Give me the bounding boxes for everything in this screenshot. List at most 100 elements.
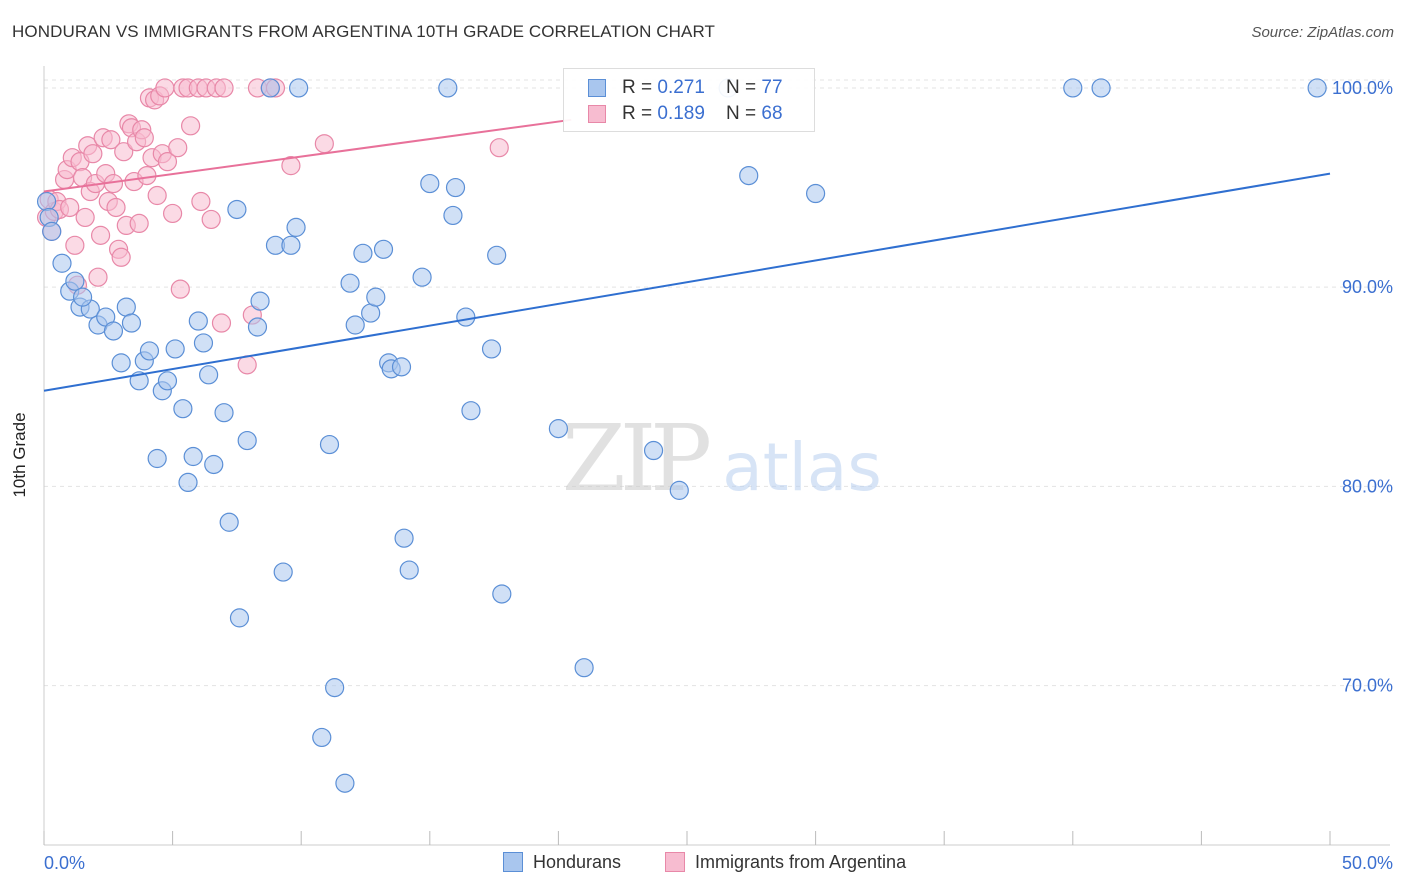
- honduran-point: [139, 341, 160, 361]
- series-hondurans-points: [36, 78, 1327, 793]
- honduran-point: [445, 177, 466, 198]
- honduran-point: [312, 727, 332, 748]
- trend-line-hondurans: [43, 172, 1331, 392]
- argentina-point: [214, 78, 234, 98]
- trend-line-argentina: [43, 118, 572, 193]
- argentina-point: [157, 152, 178, 172]
- honduran-point: [165, 339, 185, 359]
- watermark-zip: ZIP: [562, 405, 709, 512]
- honduran-point: [121, 313, 142, 333]
- argentina-point: [101, 130, 121, 150]
- legend-r-value-hondurans: 0.271: [657, 77, 705, 98]
- y-tick-label: 80.0%: [1342, 476, 1393, 496]
- honduran-point: [227, 199, 247, 220]
- honduran-point: [805, 183, 826, 204]
- honduran-point: [456, 307, 476, 327]
- honduran-point: [157, 371, 178, 391]
- argentina-point: [147, 185, 167, 206]
- honduran-point: [52, 253, 72, 273]
- honduran-point: [286, 217, 306, 237]
- honduran-point: [247, 317, 268, 337]
- honduran-point: [281, 235, 301, 255]
- legend-item-argentina: Immigrants from Argentina: [665, 852, 906, 873]
- argentina-point: [489, 138, 509, 158]
- argentina-point: [168, 138, 188, 158]
- legend-swatch-argentina: [665, 852, 685, 872]
- honduran-point: [1307, 78, 1327, 98]
- honduran-point: [178, 472, 198, 493]
- argentina-point: [129, 213, 149, 234]
- argentina-point: [114, 142, 134, 162]
- tick-labels: 70.0% 80.0% 90.0% 100.0% 0.0% 50.0%: [44, 78, 1393, 873]
- argentina-point: [134, 128, 154, 148]
- honduran-point: [229, 608, 250, 628]
- honduran-point: [340, 273, 360, 293]
- honduran-point: [548, 419, 569, 439]
- legend-label-argentina: Immigrants from Argentina: [695, 852, 907, 872]
- legend-n-label: N =: [726, 103, 762, 124]
- legend-item-hondurans: Hondurans: [503, 852, 621, 873]
- argentina-point: [83, 144, 103, 164]
- watermark-atlas: atlas: [722, 429, 882, 506]
- honduran-point: [72, 287, 93, 307]
- honduran-point: [669, 480, 689, 500]
- honduran-point: [173, 399, 193, 419]
- honduran-point: [273, 562, 293, 582]
- chart-title: HONDURAN VS IMMIGRANTS FROM ARGENTINA 10…: [12, 22, 716, 41]
- legend-n-value-hondurans: 77: [761, 77, 783, 98]
- honduran-point: [325, 678, 345, 698]
- honduran-point: [36, 191, 57, 212]
- legend-swatch-hondurans: [503, 852, 523, 872]
- legend-label-hondurans: Hondurans: [533, 852, 622, 872]
- argentina-point: [106, 197, 126, 218]
- honduran-point: [373, 239, 394, 259]
- argentina-point: [191, 191, 211, 212]
- honduran-point: [103, 321, 124, 341]
- y-tick-label: 100.0%: [1332, 78, 1393, 98]
- gridlines: [44, 79, 1390, 687]
- argentina-point: [155, 78, 175, 98]
- trend-lines: [43, 118, 1331, 392]
- axes: [43, 66, 1390, 846]
- honduran-point: [353, 243, 373, 263]
- honduran-point: [335, 773, 355, 793]
- honduran-point: [289, 78, 309, 98]
- honduran-point: [147, 448, 167, 469]
- honduran-point: [199, 365, 219, 385]
- honduran-point: [443, 205, 463, 226]
- argentina-point: [60, 197, 80, 218]
- honduran-point: [366, 287, 386, 307]
- honduran-point: [237, 430, 257, 451]
- honduran-point: [319, 434, 340, 455]
- honduran-point: [739, 165, 759, 186]
- honduran-point: [214, 403, 234, 423]
- argentina-point: [65, 235, 85, 255]
- honduran-point: [481, 339, 502, 359]
- argentina-point: [163, 203, 183, 224]
- honduran-point: [250, 291, 270, 311]
- argentina-point: [90, 225, 111, 245]
- honduran-point: [345, 315, 365, 335]
- argentina-point: [88, 267, 108, 287]
- legend-n-value-argentina: 68: [761, 103, 783, 124]
- honduran-point: [487, 245, 507, 265]
- honduran-point: [1091, 78, 1111, 98]
- argentina-point: [281, 156, 301, 176]
- argentina-point: [137, 165, 157, 186]
- y-tick-label: 90.0%: [1342, 277, 1393, 297]
- argentina-point: [201, 209, 221, 230]
- honduran-point: [461, 401, 481, 421]
- argentina-point: [75, 207, 95, 228]
- legend-r-value-argentina: 0.189: [657, 103, 705, 124]
- honduran-point: [204, 454, 224, 475]
- honduran-point: [420, 173, 440, 194]
- honduran-point: [183, 446, 203, 467]
- argentina-point: [170, 279, 190, 299]
- honduran-point: [116, 297, 136, 317]
- honduran-point: [399, 560, 419, 580]
- correlation-legend: R = 0.271 N = 77 R = 0.189 N = 68: [563, 68, 815, 132]
- honduran-point: [361, 303, 381, 323]
- argentina-point: [211, 313, 232, 333]
- legend-n-label: N =: [726, 77, 762, 98]
